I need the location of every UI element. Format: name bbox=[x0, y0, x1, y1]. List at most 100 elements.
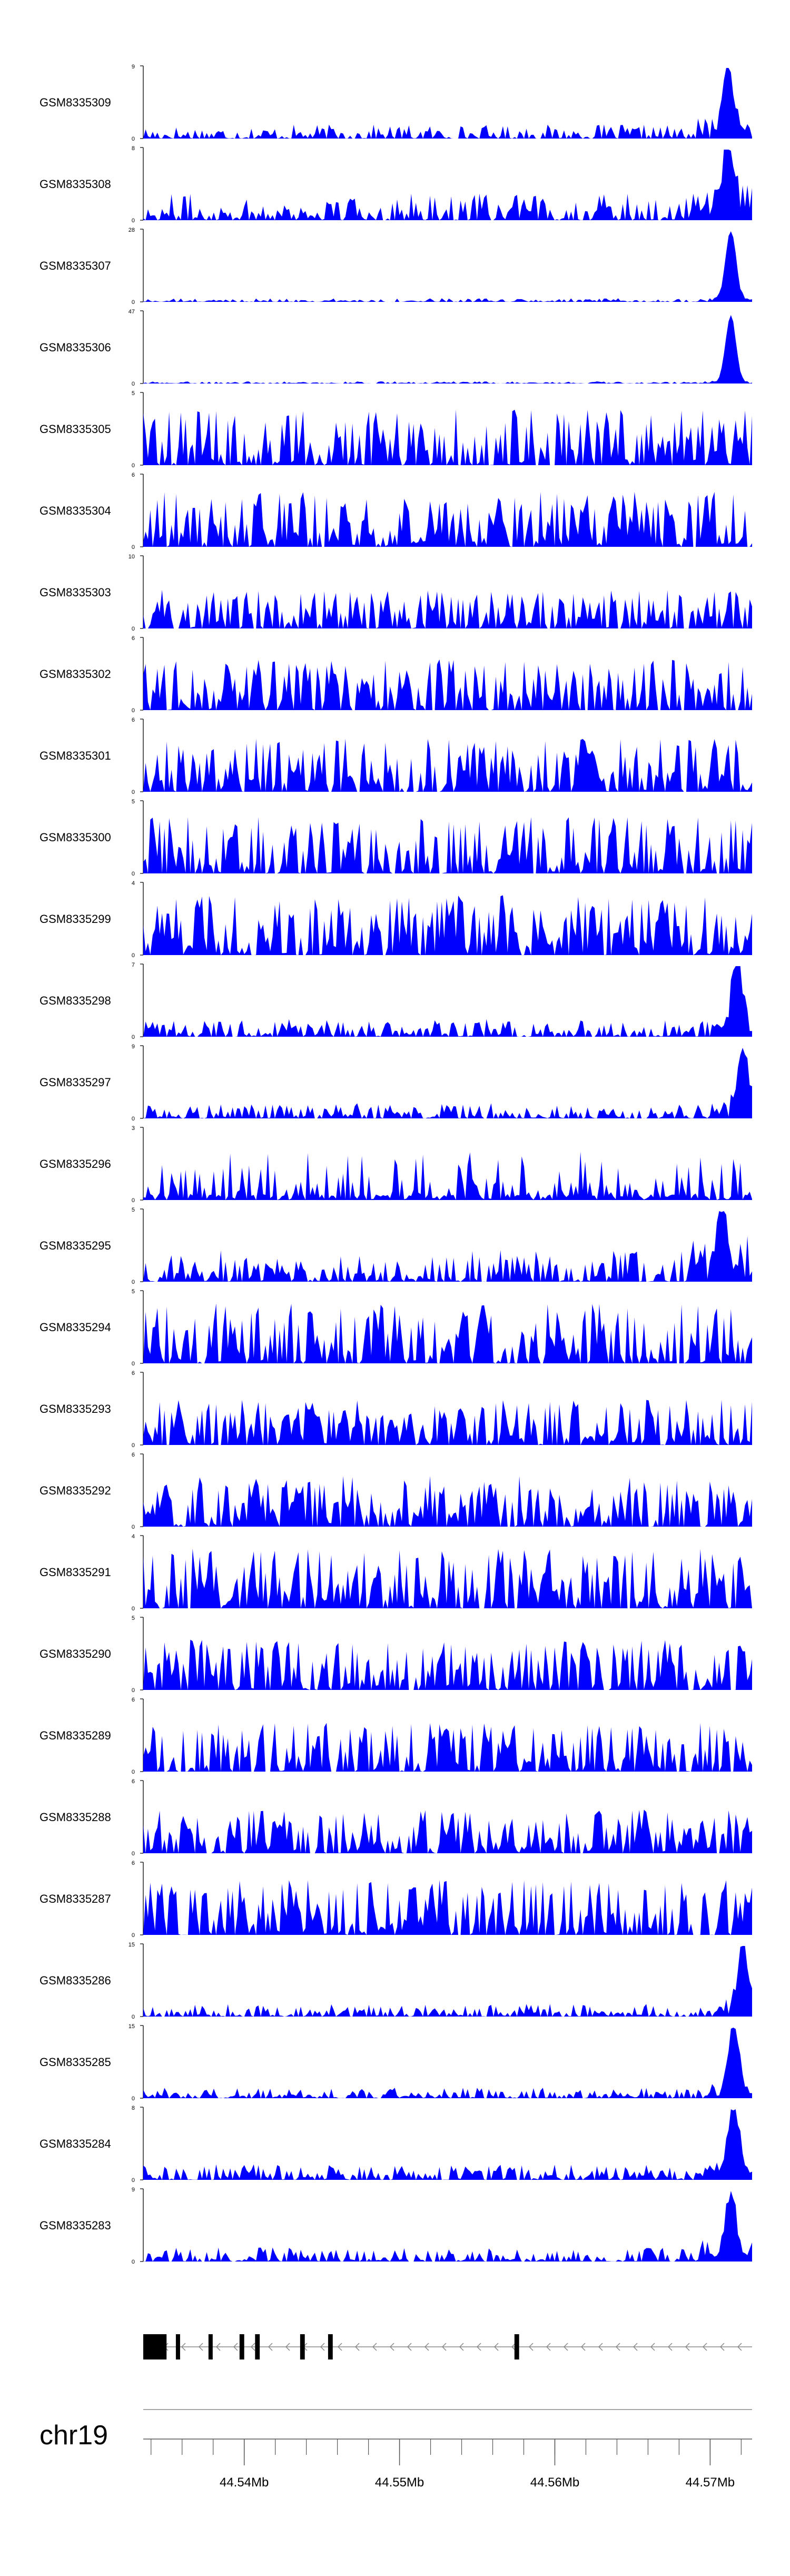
strand-arrow bbox=[250, 2343, 255, 2351]
strand-arrow bbox=[407, 2343, 412, 2351]
strand-arrow bbox=[615, 2343, 620, 2351]
track-label: GSM8335285 bbox=[39, 2056, 111, 2069]
track-label: GSM8335287 bbox=[39, 1892, 111, 1905]
track-GSM8335308: GSM8335308 8 0 bbox=[39, 145, 752, 224]
strand-arrow bbox=[372, 2343, 377, 2351]
coverage-area bbox=[143, 68, 752, 139]
y-max-label: 10 bbox=[129, 554, 135, 560]
y-min-label: 0 bbox=[132, 1932, 135, 1939]
strand-arrow bbox=[563, 2343, 568, 2351]
strand-arrow bbox=[181, 2343, 186, 2351]
y-max-label: 8 bbox=[132, 2105, 135, 2111]
coverage-area bbox=[143, 2028, 752, 2098]
strand-arrow bbox=[580, 2343, 586, 2351]
coverage-area bbox=[143, 895, 752, 955]
track-GSM8335284: GSM8335284 8 0 bbox=[39, 2105, 752, 2184]
track-label: GSM8335307 bbox=[39, 259, 111, 272]
coverage-area bbox=[143, 1548, 752, 1608]
x-tick-label: 44.57Mb bbox=[686, 2475, 735, 2490]
track-label: GSM8335306 bbox=[39, 341, 111, 354]
track-GSM8335285: GSM8335285 15 0 bbox=[39, 2023, 752, 2102]
strand-arrow bbox=[233, 2343, 238, 2351]
strand-arrow bbox=[511, 2343, 516, 2351]
track-GSM8335299: GSM8335299 4 0 bbox=[39, 880, 752, 959]
strand-arrow bbox=[546, 2343, 551, 2351]
y-min-label: 0 bbox=[132, 1524, 135, 1530]
track-GSM8335298: GSM8335298 7 0 bbox=[39, 962, 752, 1040]
y-min-label: 0 bbox=[132, 871, 135, 877]
coverage-area bbox=[143, 491, 752, 547]
track-GSM8335294: GSM8335294 5 0 bbox=[39, 1289, 752, 1367]
track-label: GSM8335291 bbox=[39, 1566, 111, 1579]
track-GSM8335307: GSM8335307 28 0 bbox=[39, 227, 752, 306]
y-max-label: 6 bbox=[132, 717, 135, 723]
strand-arrow bbox=[650, 2343, 655, 2351]
track-label: GSM8335301 bbox=[39, 749, 111, 762]
track-GSM8335290: GSM8335290 5 0 bbox=[39, 1615, 752, 1694]
y-min-label: 0 bbox=[132, 1279, 135, 1285]
track-label: GSM8335286 bbox=[39, 1974, 111, 1987]
track-GSM8335297: GSM8335297 9 0 bbox=[39, 1044, 752, 1122]
gene-exon bbox=[143, 2334, 167, 2359]
y-min-label: 0 bbox=[132, 1606, 135, 1612]
strand-arrow bbox=[215, 2343, 221, 2351]
y-min-label: 0 bbox=[132, 1851, 135, 1857]
track-label: GSM8335292 bbox=[39, 1484, 111, 1497]
x-tick-label: 44.54Mb bbox=[220, 2475, 269, 2490]
y-min-label: 0 bbox=[132, 952, 135, 959]
gene-exon bbox=[208, 2334, 213, 2359]
y-max-label: 9 bbox=[132, 1044, 135, 1050]
track-label: GSM8335308 bbox=[39, 178, 111, 191]
track-label: GSM8335284 bbox=[39, 2137, 111, 2150]
y-min-label: 0 bbox=[132, 1687, 135, 1694]
coverage-area bbox=[143, 739, 752, 792]
coverage-area bbox=[143, 1476, 752, 1527]
y-max-label: 5 bbox=[132, 799, 135, 805]
y-max-label: 6 bbox=[132, 1697, 135, 1703]
track-label: GSM8335305 bbox=[39, 422, 111, 436]
track-label: GSM8335294 bbox=[39, 1321, 111, 1334]
strand-arrow bbox=[337, 2343, 342, 2351]
track-GSM8335296: GSM8335296 3 0 bbox=[39, 1125, 752, 1204]
track-GSM8335287: GSM8335287 6 0 bbox=[39, 1860, 752, 1939]
gene-model-track bbox=[143, 2334, 752, 2359]
track-label: GSM8335290 bbox=[39, 1647, 111, 1660]
track-label: GSM8335289 bbox=[39, 1729, 111, 1742]
gene-exon bbox=[175, 2334, 180, 2359]
coverage-area bbox=[143, 1152, 752, 1200]
y-max-label: 47 bbox=[129, 309, 135, 315]
strand-arrow bbox=[493, 2343, 499, 2351]
y-min-label: 0 bbox=[132, 544, 135, 550]
coverage-area bbox=[143, 659, 752, 710]
track-GSM8335300: GSM8335300 5 0 bbox=[39, 799, 752, 877]
track-GSM8335303: GSM8335303 10 0 bbox=[39, 554, 752, 632]
strand-arrow bbox=[633, 2343, 638, 2351]
genome-axis: 44.54Mb 44.55Mb 44.56Mb 44.57Mb bbox=[143, 2409, 752, 2490]
strand-arrow bbox=[198, 2343, 203, 2351]
y-min-label: 0 bbox=[132, 789, 135, 795]
track-GSM8335283: GSM8335283 9 0 bbox=[39, 2187, 752, 2265]
track-label: GSM8335298 bbox=[39, 994, 111, 1007]
track-GSM8335292: GSM8335292 6 0 bbox=[39, 1452, 752, 1530]
coverage-area bbox=[143, 1723, 752, 1772]
y-min-label: 0 bbox=[132, 2014, 135, 2020]
y-max-label: 5 bbox=[132, 1207, 135, 1213]
track-label: GSM8335297 bbox=[39, 1076, 111, 1089]
track-GSM8335309: GSM8335309 9 0 bbox=[39, 64, 752, 142]
y-min-label: 0 bbox=[132, 381, 135, 387]
y-max-label: 4 bbox=[132, 880, 135, 887]
y-max-label: 6 bbox=[132, 1860, 135, 1866]
coverage-area bbox=[143, 1880, 752, 1935]
y-max-label: 9 bbox=[132, 2187, 135, 2193]
coverage-tracks: GSM833530990GSM833530880GSM8335307280GSM… bbox=[39, 64, 752, 2265]
gene-exon bbox=[514, 2334, 519, 2359]
strand-arrow bbox=[667, 2343, 673, 2351]
y-min-label: 0 bbox=[132, 218, 135, 224]
coverage-area bbox=[143, 1303, 752, 1363]
y-max-label: 6 bbox=[132, 1778, 135, 1785]
y-max-label: 6 bbox=[132, 635, 135, 642]
track-GSM8335305: GSM8335305 5 0 bbox=[39, 390, 752, 469]
coverage-area bbox=[143, 817, 752, 873]
y-min-label: 0 bbox=[132, 2096, 135, 2102]
